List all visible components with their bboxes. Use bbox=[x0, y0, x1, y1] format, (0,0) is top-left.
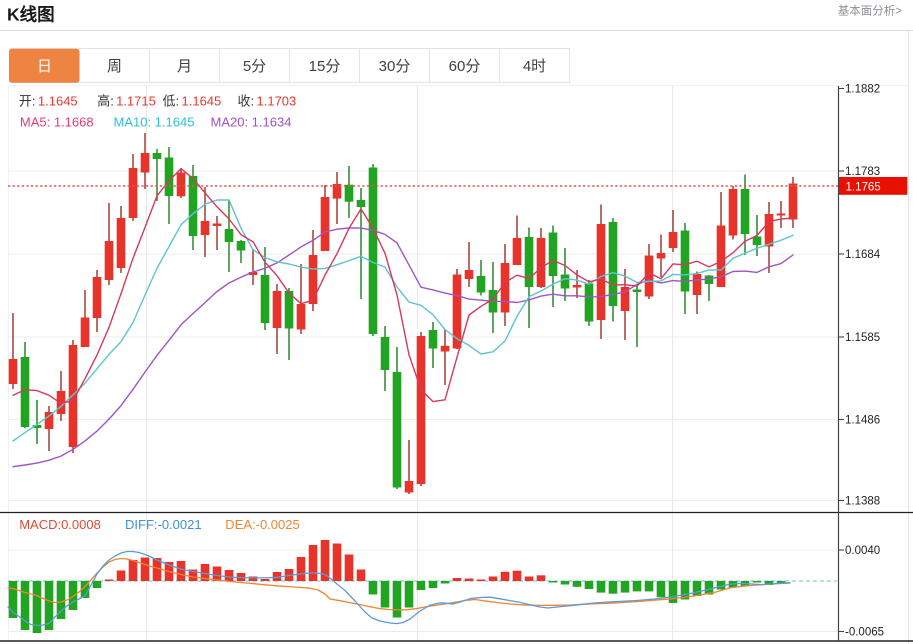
svg-text:15分: 15分 bbox=[309, 58, 341, 75]
svg-text:周: 周 bbox=[107, 58, 122, 75]
svg-text:5分: 5分 bbox=[243, 58, 266, 75]
svg-text:基本面分析>: 基本面分析> bbox=[838, 4, 902, 18]
svg-text:1.1783: 1.1783 bbox=[845, 166, 880, 178]
svg-text:月: 月 bbox=[177, 58, 192, 75]
svg-text:0.0040: 0.0040 bbox=[845, 545, 880, 557]
svg-text:30分: 30分 bbox=[379, 58, 411, 75]
svg-text:1.1882: 1.1882 bbox=[845, 84, 880, 96]
svg-text:日: 日 bbox=[37, 58, 52, 75]
svg-text:1.1486: 1.1486 bbox=[845, 415, 880, 427]
svg-text:K线图: K线图 bbox=[7, 5, 55, 25]
svg-text:4时: 4时 bbox=[523, 58, 546, 75]
svg-text:1.1388: 1.1388 bbox=[845, 496, 880, 508]
svg-text:60分: 60分 bbox=[449, 58, 481, 75]
svg-text:1.1684: 1.1684 bbox=[845, 249, 881, 261]
svg-text:1.1765: 1.1765 bbox=[846, 182, 881, 194]
svg-text:-0.0065: -0.0065 bbox=[845, 627, 884, 639]
svg-text:1.1585: 1.1585 bbox=[845, 332, 880, 344]
